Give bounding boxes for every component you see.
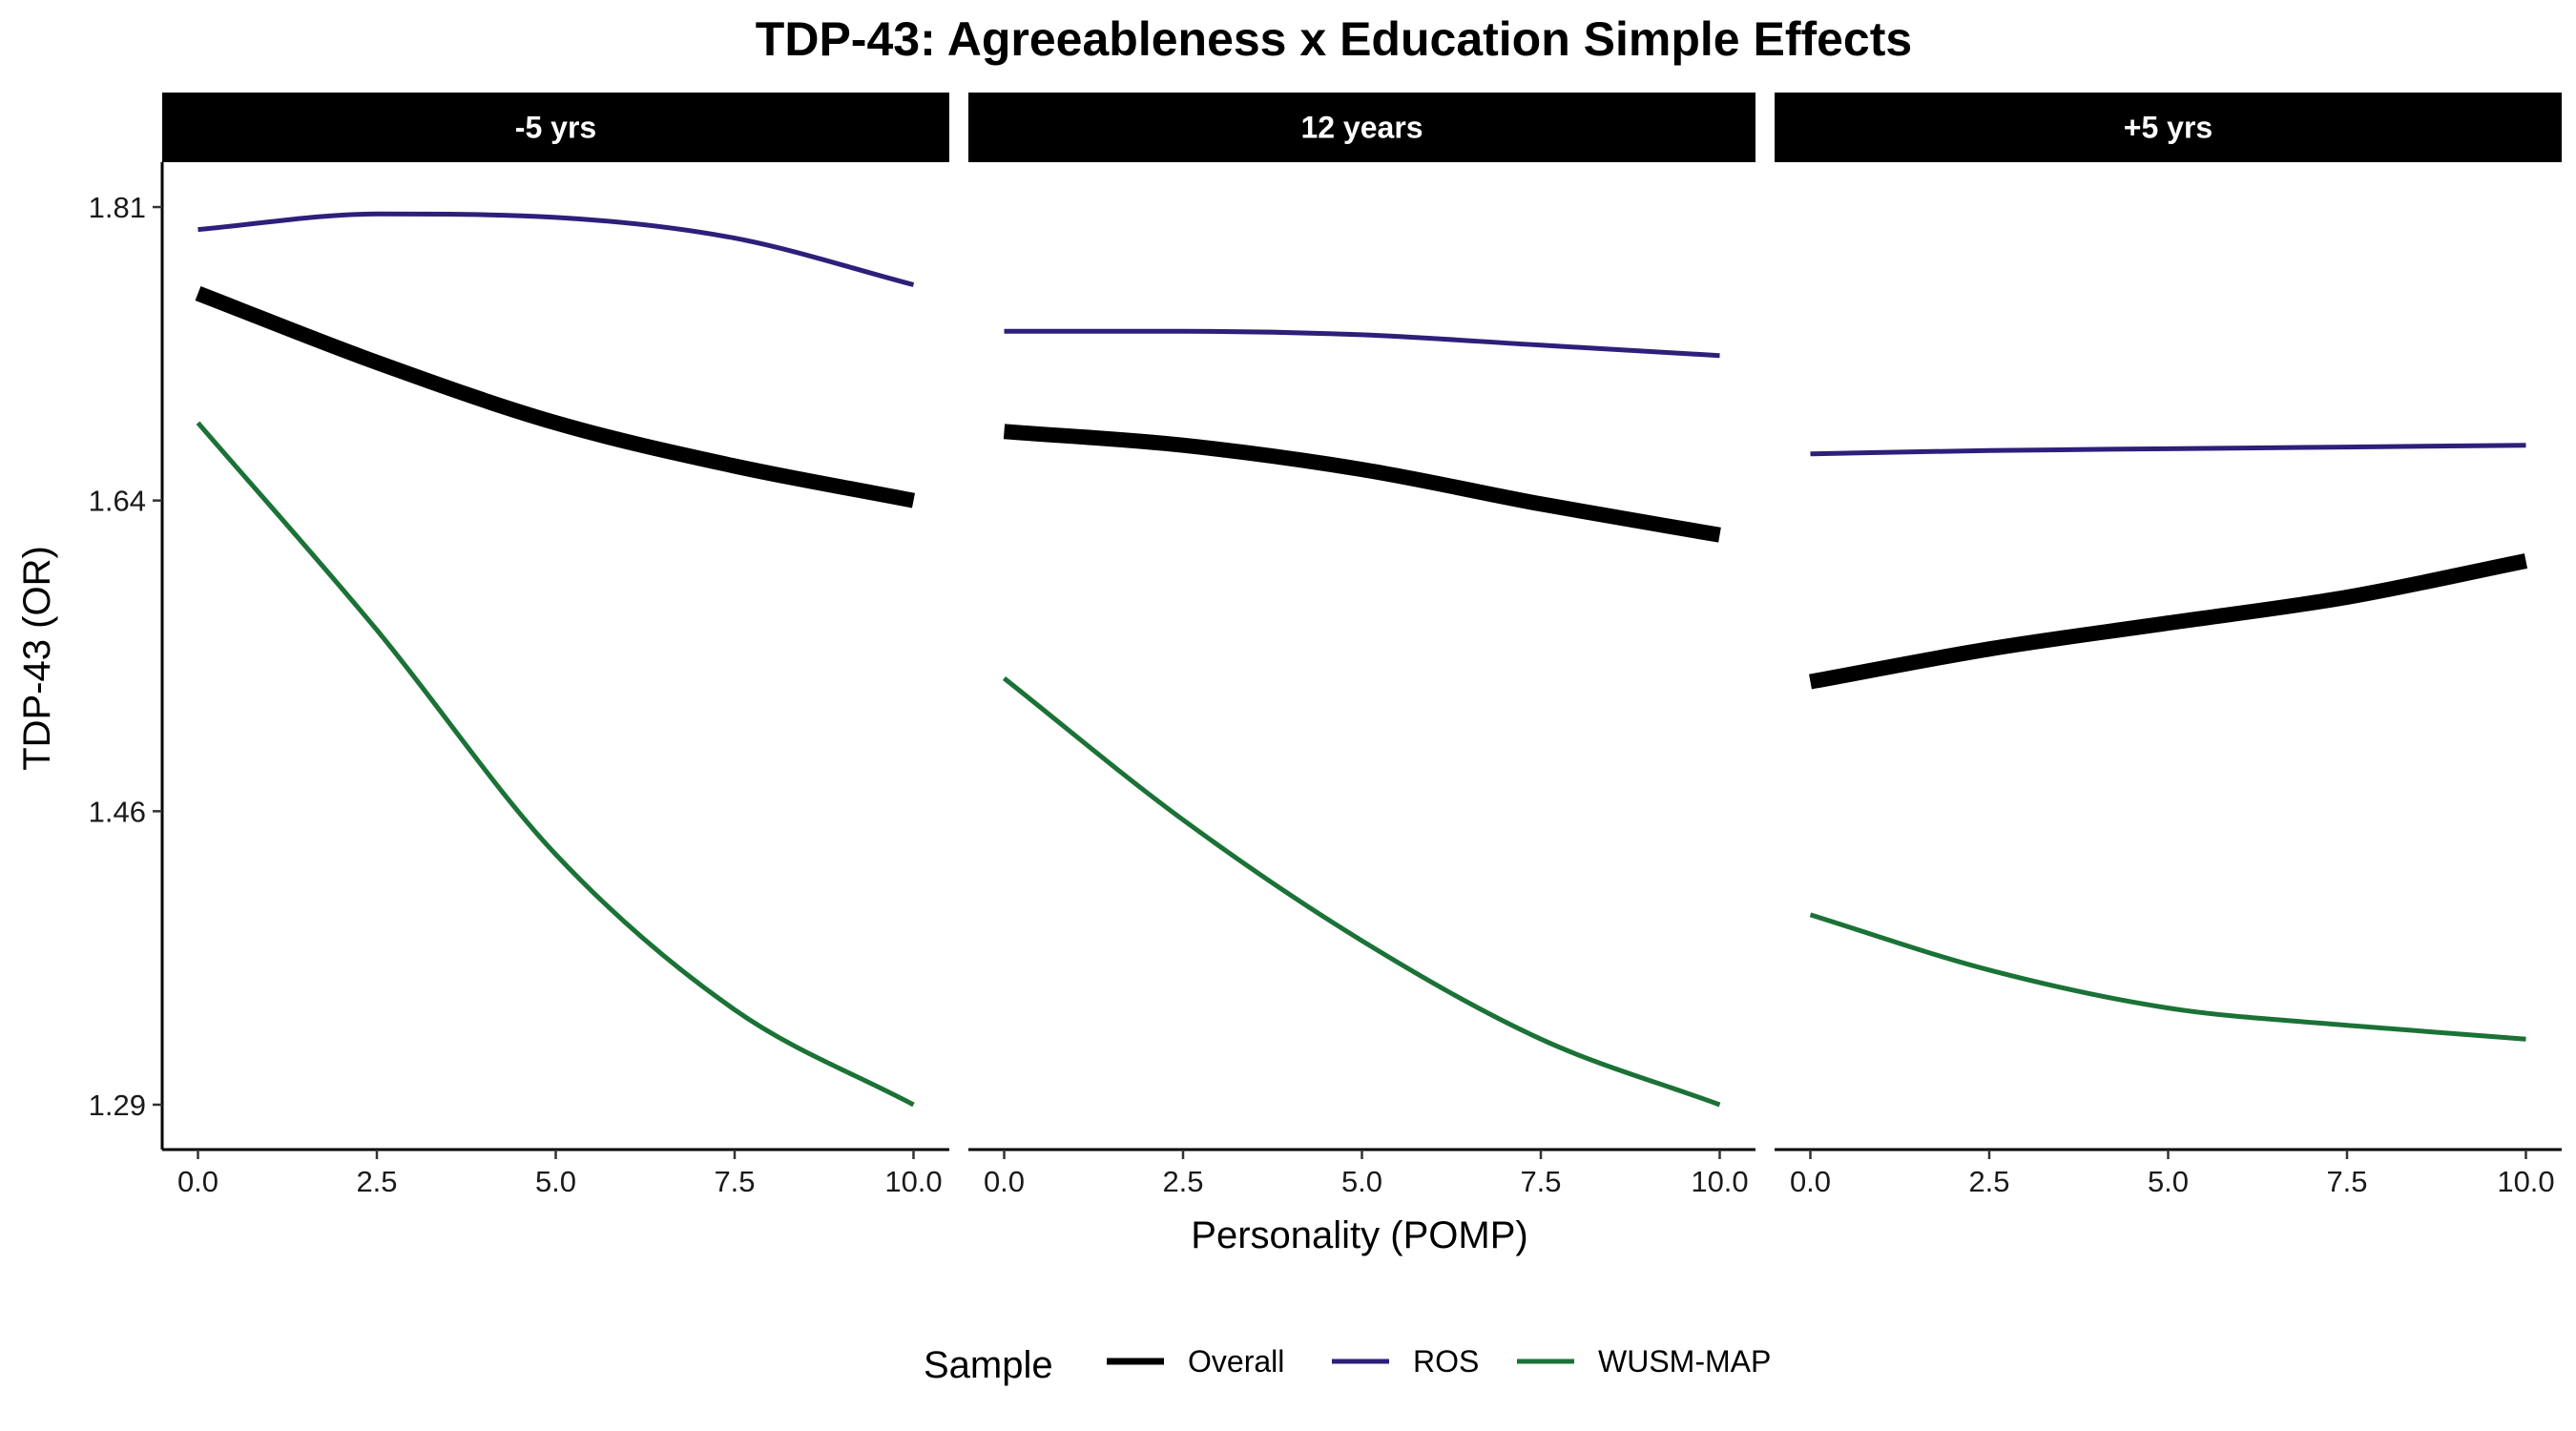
x-tick-label: 2.5 [1162, 1165, 1203, 1198]
legend-label-overall: Overall [1188, 1344, 1284, 1379]
x-tick-label: 0.0 [1790, 1165, 1831, 1198]
legend-label-wusm-map: WUSM-MAP [1598, 1344, 1771, 1379]
y-tick-label: 1.81 [89, 191, 146, 224]
x-tick-label: 0.0 [177, 1165, 218, 1198]
x-tick-label: 10.0 [884, 1165, 942, 1198]
legend-label-ros: ROS [1413, 1344, 1479, 1379]
chart-title: TDP-43: Agreeableness x Education Simple… [756, 12, 1912, 66]
series-line-wusm-map [196, 421, 915, 1108]
x-tick-label: 2.5 [356, 1165, 397, 1198]
facet-strip [1775, 93, 2562, 162]
series-line-overall [195, 286, 916, 508]
y-axis-title: TDP-43 (OR) [16, 546, 58, 771]
facet-panel: -5 yrs 0.0 2.5 5.0 7.5 10.0 1.29 1.46 1.64 1.81 [89, 93, 949, 1198]
legend: Sample Overall ROS WUSM-MAP [924, 1344, 1771, 1386]
series-line-ros [197, 211, 915, 287]
x-tick-label: 2.5 [1968, 1165, 2009, 1198]
facet-panel: +5 yrs 0.0 2.5 5.0 7.5 10.0 [1775, 93, 2562, 1198]
legend-title: Sample [924, 1344, 1053, 1386]
series-line-ros [1004, 328, 1720, 359]
facet-strip-label: +5 yrs [2124, 111, 2212, 145]
series-line-wusm-map [1002, 676, 1721, 1108]
x-tick-label: 7.5 [2326, 1165, 2367, 1198]
x-tick-label: 10.0 [2497, 1165, 2554, 1198]
y-tick-label: 1.64 [89, 485, 146, 518]
x-tick-label: 5.0 [2148, 1165, 2189, 1198]
series-line-overall [1809, 553, 2528, 690]
series-line-wusm-map [1809, 912, 2526, 1042]
facet-panels: -5 yrs 0.0 2.5 5.0 7.5 10.0 1.29 1.46 1.64 1.81 12… [89, 93, 2562, 1198]
x-axis-title: Personality (POMP) [1191, 1214, 1527, 1256]
x-tick-label: 7.5 [714, 1165, 755, 1198]
facet-strip-label: 12 years [1300, 111, 1423, 145]
series-line-ros [1810, 443, 2526, 457]
facet-strip [162, 93, 949, 162]
x-tick-label: 10.0 [1691, 1165, 1748, 1198]
facet-strip-label: -5 yrs [515, 111, 596, 145]
x-tick-label: 7.5 [1520, 1165, 1561, 1198]
y-tick-label: 1.46 [89, 795, 146, 828]
x-tick-label: 5.0 [535, 1165, 576, 1198]
x-tick-label: 0.0 [984, 1165, 1025, 1198]
series-line-overall [1003, 424, 1721, 543]
facet-strip [968, 93, 1755, 162]
x-tick-label: 5.0 [1341, 1165, 1382, 1198]
facet-panel: 12 years 0.0 2.5 5.0 7.5 10.0 [968, 93, 1755, 1198]
y-tick-label: 1.29 [89, 1089, 146, 1122]
